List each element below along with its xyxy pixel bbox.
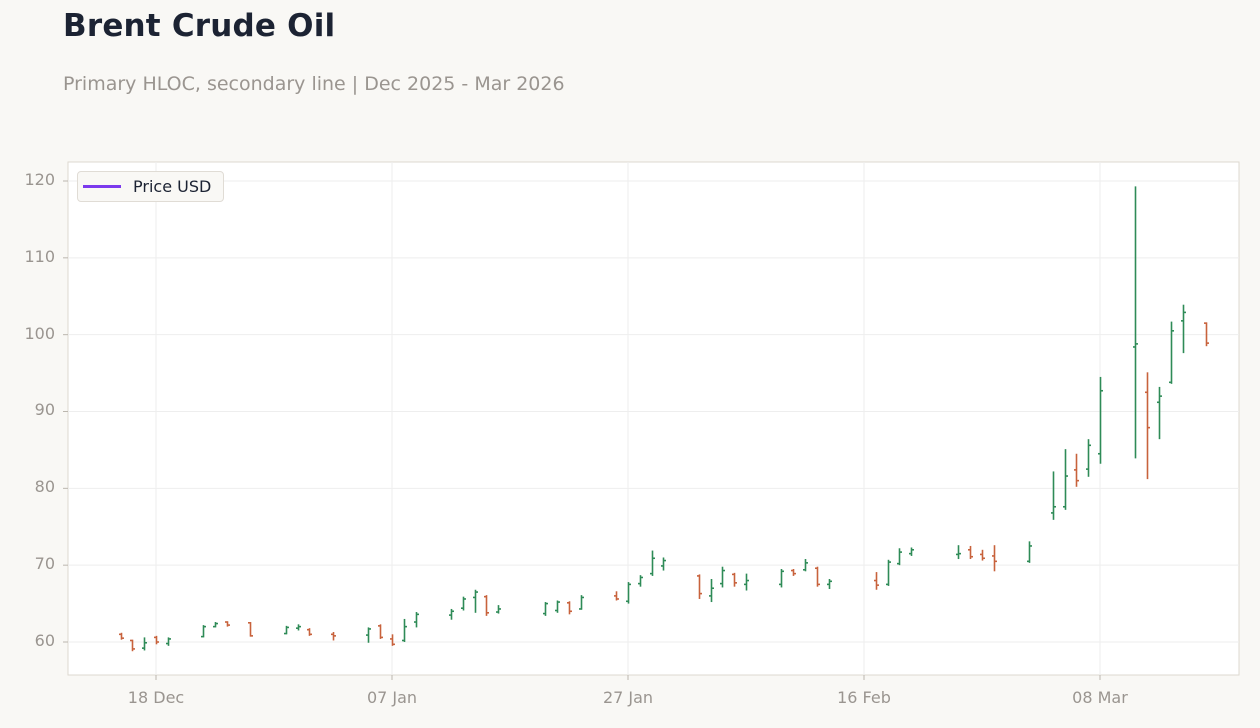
plot-background (67, 161, 1240, 676)
x-tick-label: 08 Mar (1072, 688, 1128, 707)
chart-subtitle: Primary HLOC, secondary line | Dec 2025 … (63, 73, 565, 95)
legend-line-swatch (83, 185, 121, 188)
y-tick-label: 90 (34, 400, 55, 419)
y-tick-label: 60 (34, 631, 55, 650)
y-tick-label: 100 (24, 324, 55, 343)
y-tick-label: 80 (34, 477, 55, 496)
x-tick-label: 07 Jan (366, 688, 418, 707)
legend: Price USD (77, 171, 224, 202)
x-tick-label: 18 Dec (127, 688, 185, 707)
legend-label-price: Price USD (133, 177, 212, 196)
x-tick-label: 16 Feb (837, 688, 891, 707)
y-tick-label: 70 (34, 554, 55, 573)
y-tick-label: 110 (24, 247, 55, 266)
chart-title: Brent Crude Oil (63, 8, 336, 44)
x-tick-label: 27 Jan (602, 688, 654, 707)
y-tick-label: 120 (24, 170, 55, 189)
